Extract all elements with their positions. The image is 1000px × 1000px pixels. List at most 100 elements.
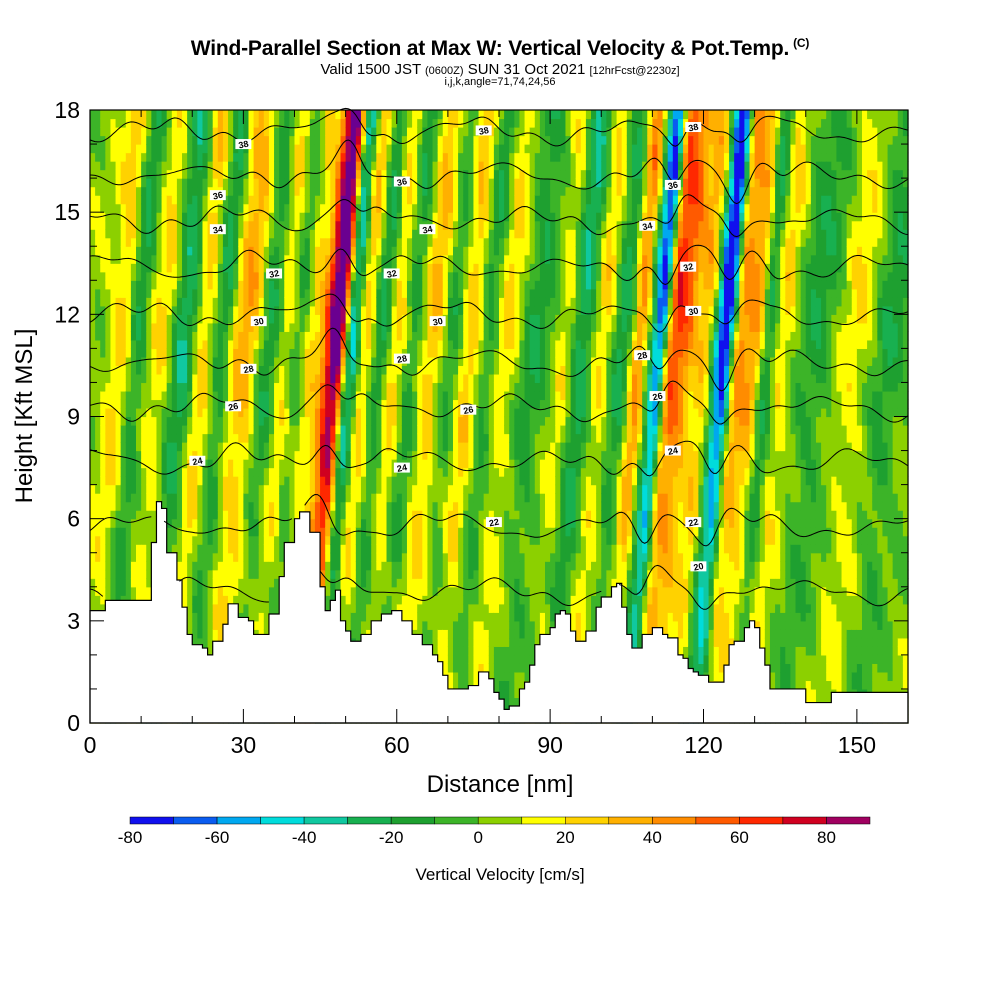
- velocity-cell: [105, 339, 112, 349]
- velocity-cell: [95, 331, 101, 341]
- velocity-cell: [238, 178, 244, 188]
- velocity-cell: [233, 322, 239, 332]
- velocity-cell: [161, 271, 168, 281]
- velocity-cell: [406, 280, 413, 290]
- velocity-cell: [274, 552, 280, 562]
- velocity-cell: [325, 365, 331, 375]
- velocity-cell: [289, 195, 296, 205]
- velocity-cell: [136, 314, 142, 324]
- velocity-cell: [253, 305, 260, 315]
- velocity-cell: [345, 561, 352, 571]
- velocity-cell: [253, 263, 260, 273]
- velocity-cell: [141, 110, 147, 120]
- velocity-cell: [182, 373, 188, 384]
- velocity-cell: [289, 220, 296, 230]
- velocity-cell: [136, 271, 142, 281]
- velocity-cell: [161, 229, 168, 239]
- velocity-cell: [289, 450, 296, 460]
- velocity-cell: [146, 586, 152, 596]
- velocity-cell: [161, 288, 168, 298]
- velocity-cell: [376, 339, 383, 349]
- velocity-cell: [233, 390, 239, 401]
- velocity-cell: [238, 373, 244, 384]
- velocity-cell: [100, 169, 106, 179]
- velocity-cell: [115, 561, 122, 571]
- velocity-cell: [360, 399, 367, 409]
- velocity-cell: [202, 212, 209, 222]
- velocity-cell: [401, 450, 408, 460]
- velocity-cell: [284, 459, 290, 469]
- velocity-cell: [340, 493, 347, 503]
- velocity-cell: [100, 212, 106, 222]
- velocity-cell: [176, 220, 183, 230]
- velocity-cell: [427, 373, 434, 384]
- velocity-cell: [197, 110, 204, 120]
- velocity-cell: [330, 433, 336, 443]
- velocity-cell: [427, 382, 434, 392]
- velocity-cell: [294, 467, 301, 477]
- velocity-cell: [202, 425, 209, 435]
- velocity-cell: [90, 356, 96, 367]
- velocity-cell: [192, 118, 198, 128]
- velocity-cell: [146, 518, 152, 528]
- velocity-cell: [192, 433, 198, 443]
- velocity-cell: [422, 527, 429, 537]
- velocity-cell: [120, 152, 127, 162]
- velocity-cell: [309, 433, 316, 443]
- velocity-cell: [136, 544, 142, 554]
- velocity-cell: [258, 407, 265, 418]
- velocity-cell: [391, 144, 398, 154]
- velocity-cell: [217, 399, 224, 409]
- velocity-cell: [376, 314, 383, 324]
- velocity-cell: [345, 152, 352, 162]
- velocity-cell: [248, 118, 255, 128]
- velocity-cell: [192, 535, 198, 545]
- velocity-cell: [345, 178, 352, 188]
- velocity-cell: [253, 390, 260, 401]
- velocity-cell: [187, 484, 193, 494]
- velocity-cell: [314, 416, 321, 426]
- velocity-cell: [115, 135, 122, 145]
- velocity-cell: [187, 186, 193, 196]
- velocity-cell: [263, 501, 270, 511]
- velocity-cell: [366, 399, 372, 409]
- velocity-cell: [130, 484, 137, 494]
- velocity-cell: [228, 280, 234, 290]
- velocity-cell: [279, 144, 285, 154]
- velocity-cell: [182, 535, 188, 545]
- velocity-cell: [371, 399, 377, 409]
- velocity-cell: [371, 118, 377, 128]
- velocity-cell: [376, 331, 383, 341]
- velocity-cell: [222, 322, 229, 332]
- velocity-cell: [182, 467, 188, 477]
- velocity-cell: [243, 425, 250, 435]
- velocity-cell: [253, 212, 260, 222]
- velocity-cell: [100, 535, 106, 545]
- velocity-cell: [258, 442, 265, 452]
- velocity-cell: [309, 161, 316, 171]
- velocity-cell: [284, 493, 290, 503]
- velocity-cell: [412, 280, 418, 290]
- velocity-cell: [376, 595, 383, 605]
- velocity-cell: [125, 195, 132, 205]
- velocity-cell: [371, 237, 377, 247]
- velocity-cell: [141, 544, 147, 554]
- velocity-cell: [412, 203, 418, 213]
- velocity-cell: [182, 569, 188, 579]
- velocity-cell: [258, 527, 265, 537]
- velocity-cell: [120, 501, 127, 511]
- velocity-cell: [304, 203, 311, 213]
- velocity-cell: [151, 356, 158, 367]
- velocity-cell: [381, 586, 388, 596]
- velocity-cell: [217, 271, 224, 281]
- velocity-cell: [268, 169, 275, 179]
- velocity-cell: [207, 450, 214, 460]
- velocity-cell: [314, 467, 321, 477]
- velocity-cell: [330, 569, 336, 579]
- velocity-cell: [360, 484, 367, 494]
- velocity-cell: [253, 229, 260, 239]
- velocity-cell: [207, 356, 214, 367]
- velocity-cell: [427, 331, 434, 341]
- velocity-cell: [166, 144, 173, 154]
- velocity-cell: [376, 220, 383, 230]
